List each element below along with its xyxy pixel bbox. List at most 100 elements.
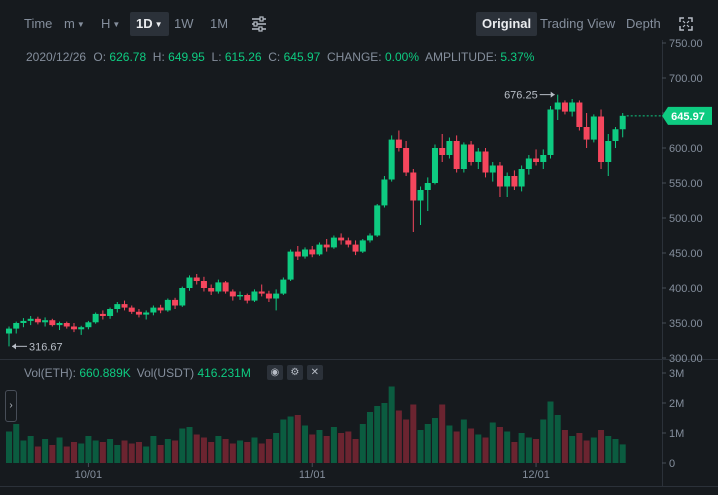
vol-eth-label: Vol(ETH): [24, 365, 77, 380]
candle-body [13, 323, 20, 329]
last-price-tag [662, 106, 712, 125]
amplitude-label: AMPLITUDE: [425, 50, 498, 64]
candle-body [547, 109, 554, 155]
candle-body [237, 295, 244, 297]
volume-bar [150, 436, 157, 463]
caret-down-icon: ▼ [76, 20, 85, 29]
volume-bar [504, 431, 511, 463]
volume-bar [70, 442, 77, 463]
volume-bar [489, 422, 496, 463]
candle-body [388, 139, 395, 180]
candle-body [92, 313, 99, 323]
candle-body [78, 327, 85, 330]
volume-tick-label: 3M [669, 368, 684, 380]
volume-bar [475, 434, 482, 463]
candle-body [294, 251, 301, 257]
volume-bar [251, 437, 258, 463]
volume-bar [323, 436, 330, 463]
view-depth-tab[interactable]: Depth [626, 16, 661, 31]
candle-body [403, 148, 410, 173]
close-label: C: [268, 50, 281, 64]
hour-interval-button[interactable]: H ▼ [95, 12, 126, 36]
candle-body [374, 205, 381, 236]
candle-body [143, 312, 150, 315]
caret-down-icon: ▼ [112, 20, 121, 29]
candle-body [280, 279, 287, 294]
minute-interval-button[interactable]: m ▼ [58, 12, 91, 36]
chart-toolbar: Time m ▼ H ▼ 1D ▼ 1W 1M Original Trading Vi… [0, 0, 718, 46]
change-value: 0.00% [385, 50, 420, 64]
volume-bar [460, 419, 467, 463]
candle-body [504, 176, 511, 187]
candle-body [193, 277, 200, 281]
expand-icon[interactable] [672, 12, 700, 36]
time-button[interactable]: Time [24, 16, 53, 31]
candle-body [533, 158, 540, 162]
volume-bar [92, 440, 99, 463]
candle-body [417, 190, 424, 201]
volume-bar [121, 440, 128, 463]
candle-body [63, 323, 70, 327]
volume-bar [215, 436, 222, 463]
volume-bar [200, 437, 207, 463]
volume-bar [222, 439, 229, 463]
volume-bar [388, 386, 395, 463]
volume-bar [403, 419, 410, 463]
panel-expand-handle[interactable]: › [5, 390, 17, 422]
candle-body [27, 318, 34, 321]
volume-bar [598, 430, 605, 463]
volume-bar [569, 436, 576, 463]
volume-legend: Vol(ETH): 660.889K Vol(USDT) 416.231M ◉ … [24, 365, 323, 380]
volume-tick-label: 1M [669, 428, 684, 440]
x-tick-label: 12/01 [522, 469, 550, 481]
volume-bar [352, 439, 359, 463]
volume-bar [359, 424, 366, 463]
volume-bar [309, 434, 316, 463]
volume-bar [208, 442, 215, 463]
volume-bar [157, 445, 164, 463]
max-price-label: 676.25 [504, 90, 538, 102]
volume-bar [540, 419, 547, 463]
volume-bar [439, 404, 446, 463]
week-interval-button[interactable]: 1W [174, 16, 194, 31]
candle-body [359, 240, 366, 252]
volume-bar [338, 433, 345, 463]
high-label: H: [152, 50, 165, 64]
candle-body [496, 165, 503, 187]
close-value: 645.97 [283, 50, 321, 64]
day-interval-button[interactable]: 1D ▼ [130, 12, 169, 36]
candle-body [215, 282, 222, 292]
volume-bar [547, 401, 554, 463]
volume-bar [20, 440, 27, 463]
candle-body [150, 307, 157, 313]
price-tick-label: 750.00 [669, 38, 703, 50]
last-price-label: 645.97 [671, 111, 705, 123]
vol-usdt-value: 416.231M [197, 365, 251, 380]
gear-icon[interactable]: ⚙ [286, 365, 303, 380]
open-label: O: [93, 50, 107, 64]
eye-icon[interactable]: ◉ [266, 365, 283, 380]
candle-body [70, 326, 77, 330]
price-tick-label: 450.00 [669, 248, 703, 260]
amplitude-value: 5.37% [500, 50, 535, 64]
candle-body [309, 249, 316, 255]
candle-body [381, 179, 388, 206]
volume-bar [605, 436, 612, 463]
volume-bar [114, 445, 121, 463]
volume-bar [287, 416, 294, 463]
candle-body [576, 102, 583, 127]
volume-bar [619, 444, 626, 463]
volume-bar [172, 440, 179, 463]
volume-bar [561, 430, 568, 463]
candle-body [590, 116, 597, 140]
view-original-tab[interactable]: Original [476, 12, 538, 36]
candle-body [85, 322, 92, 328]
view-trading-view-tab[interactable]: Trading View [540, 16, 616, 31]
sliders-icon[interactable] [244, 12, 274, 36]
ohlc-date: 2020/12/26 [26, 50, 87, 64]
month-interval-button[interactable]: 1M [210, 16, 229, 31]
candle-body [157, 307, 164, 311]
close-icon[interactable]: ✕ [306, 365, 323, 380]
low-value: 615.26 [224, 50, 262, 64]
